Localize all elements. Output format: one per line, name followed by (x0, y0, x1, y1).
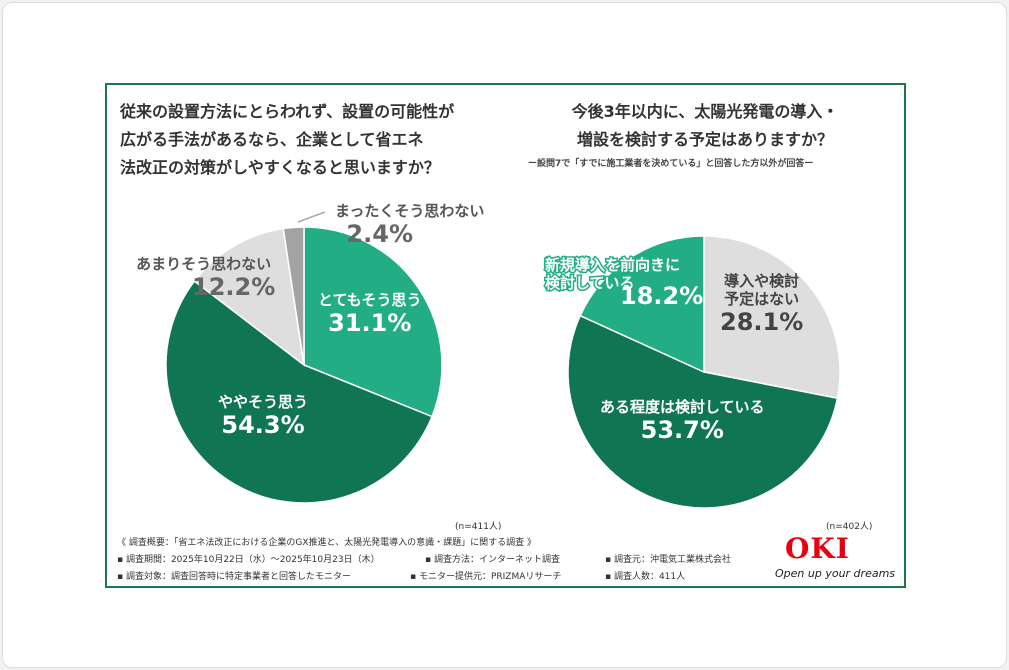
footer-org: ▪ 調査元：沖電気工業株式会社 (605, 555, 731, 565)
right-title-line: 今後3年以内に、太陽光発電の導入・ (571, 102, 839, 121)
label-no-plan: 導入や検討 予定はない 28.1% (720, 272, 804, 336)
logo-tagline: Open up your dreams (775, 567, 896, 580)
footer-count: ▪ 調査人数：411人 (605, 572, 686, 582)
pie-slice (193, 227, 306, 367)
oki-logo: OKI (785, 532, 850, 565)
left-title-line: 広がる手法があるなら、企業として省エネ (120, 130, 424, 149)
footer-period: ▪ 調査期間：2025年10月22日（水）〜2025年10月23日（木） (117, 555, 380, 565)
label-considering: ある程度は検討している 53.7% (600, 398, 765, 444)
left-title-line: 従来の設置方法にとらわれず、設置の可能性が (120, 102, 455, 121)
label-positive: 新規導入を前向きに 検討している 18.2% (543, 255, 704, 311)
footer-provider: ▪ モニター提供元：PRIZMAリサーチ (410, 572, 562, 582)
pie-slice (703, 235, 841, 400)
pie-slice (165, 280, 433, 504)
pie-slice (567, 314, 839, 509)
leader-line (297, 211, 326, 223)
footer-survey: 《 調査概要：「省エネ法改正における企業のGX推進と、太陽光発電導入の意識・課題… (117, 538, 537, 548)
left-title-line: 法改正の対策がしやすくなると思いますか？ (120, 158, 440, 177)
pie-slice (579, 235, 705, 374)
right-n: (n=402人) (826, 522, 873, 532)
right-subtitle: ー設問7で「すでに施工業者を決めている」と回答した方以外が回答ー (528, 159, 814, 169)
label-somewhat: ややそう思う 54.3% (218, 393, 309, 439)
pie-slice (303, 226, 443, 418)
left-question: 従来の設置方法にとらわれず、設置の可能性が 広がる手法があるなら、企業として省エ… (120, 98, 454, 182)
left-n: (n=411人) (455, 522, 502, 532)
pie-slice (282, 226, 305, 366)
label-not-at-all: まったくそう思わない 2.4% (335, 202, 485, 248)
right-question: 今後3年以内に、太陽光発電の導入・ 増設を検討する予定はありますか？ (560, 98, 850, 154)
footer-method: ▪ 調査方法：インターネット調査 (425, 555, 560, 565)
footer-target: ▪ 調査対象：調査回答時に特定事業者と回答したモニター (117, 572, 351, 582)
right-title-line: 増設を検討する予定はありますか？ (576, 130, 833, 149)
label-not-much: あまりそう思わない 12.2% (136, 255, 276, 301)
label-strongly: とてもそう思う 31.1% (318, 291, 422, 337)
